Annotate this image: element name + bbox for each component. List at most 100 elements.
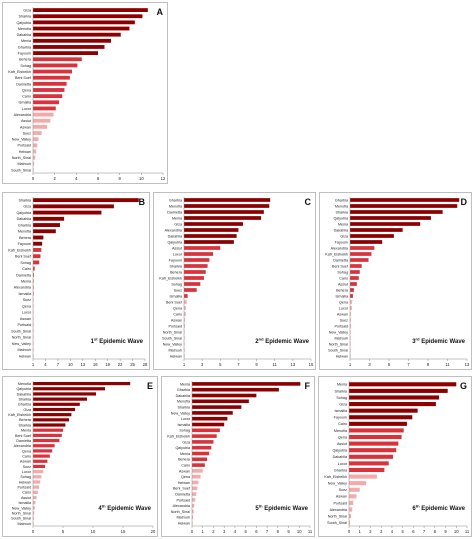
bar <box>33 124 48 129</box>
category-label: Aswan <box>20 317 31 321</box>
category-label: Menofia <box>18 230 32 234</box>
bar <box>33 407 75 412</box>
category-label: South_Sinai <box>162 336 182 340</box>
category-label: Suez <box>23 131 32 135</box>
panel-letter: C <box>305 197 312 207</box>
bar <box>349 428 404 433</box>
bar <box>33 272 34 277</box>
category-label: Gharbia <box>18 223 32 227</box>
category-label: Damietta <box>167 210 183 214</box>
category-label: Assiut <box>21 496 31 500</box>
category-label: Fayoum <box>334 416 347 420</box>
bar <box>33 413 72 417</box>
x-tick-label: 1 <box>183 362 186 367</box>
category-label: Ismailia <box>335 409 348 413</box>
bar <box>350 198 460 202</box>
bar <box>349 415 413 420</box>
bar <box>184 276 204 280</box>
bar <box>192 416 228 421</box>
chart-svg-g: Menia Sharkia Sohag Giza Ismailia Fayoum Cairo… <box>324 381 470 534</box>
wave-title-ordinal: rd <box>416 337 421 342</box>
wave-title-number: 6 <box>412 506 416 512</box>
bar <box>33 198 139 203</box>
bar <box>350 246 375 250</box>
bar <box>33 402 80 406</box>
bar <box>350 318 351 322</box>
bar <box>33 433 62 437</box>
x-tick-label: 1 <box>359 529 362 534</box>
bar <box>33 521 34 526</box>
bar <box>33 423 66 427</box>
category-label: South_Sinai <box>327 521 347 525</box>
category-label: Cairo <box>181 464 190 468</box>
category-label: Helwan <box>19 354 31 358</box>
category-label: Cairo <box>22 95 31 99</box>
category-label: Menia <box>21 280 32 284</box>
x-tick-label: 11 <box>308 529 313 534</box>
bar <box>33 285 34 290</box>
category-label: South_Sinai <box>11 168 31 172</box>
bar <box>33 210 102 215</box>
bar <box>349 448 397 453</box>
x-tick-label: 12 <box>161 176 166 181</box>
x-tick-label: 0 <box>32 529 35 534</box>
bar <box>184 324 185 328</box>
category-label: Gharbia <box>334 468 348 472</box>
x-tick-label: 1 <box>202 529 205 534</box>
bar <box>184 258 210 262</box>
wave-title-number: 3 <box>412 339 416 345</box>
category-label: Ismailia <box>170 294 183 298</box>
bar <box>192 474 201 479</box>
category-label: Kafr_Elsheikh <box>324 475 347 479</box>
bar <box>349 395 440 400</box>
category-label: New_Valley <box>171 411 190 415</box>
category-label: Qalyubia <box>16 387 32 391</box>
x-tick-label: 13 <box>465 362 470 367</box>
wave-title-ordinal: th <box>416 504 420 509</box>
category-label: Beni_Suef <box>173 487 191 491</box>
category-label: Dakahlia <box>17 392 32 396</box>
bar <box>184 240 234 244</box>
bar <box>33 75 70 80</box>
chart-svg-e: MenofiaQalyubiaDakahliaSharkiaGharbiaGiz… <box>8 381 156 534</box>
category-label: Kafr_Elsheikh <box>8 248 31 252</box>
x-tick-label: 5 <box>401 529 404 534</box>
category-label: North_Sinai <box>12 511 31 515</box>
bar <box>33 304 34 308</box>
bar <box>350 234 394 238</box>
category-label: Menofia <box>334 429 348 433</box>
category-label: Behera <box>170 270 183 274</box>
bar <box>33 161 35 166</box>
bar <box>33 94 63 99</box>
category-label: Dakahlia <box>176 394 191 398</box>
bar <box>184 300 187 304</box>
category-label: Suez <box>174 288 183 292</box>
category-label: Fayoum <box>169 258 182 262</box>
category-label: Alexandria <box>14 444 32 448</box>
wave-title-ordinal: nd <box>259 337 264 342</box>
bar <box>33 454 50 458</box>
category-label: Dakahlia <box>17 217 32 221</box>
x-tick-label: 7 <box>423 529 426 534</box>
wave-title-ordinal: th <box>259 504 263 509</box>
bar <box>33 516 34 520</box>
category-label: Sharkia <box>334 389 347 393</box>
wave-title-number: 4 <box>98 506 102 512</box>
bar <box>350 288 354 292</box>
category-label: Menia <box>338 222 349 226</box>
panel-letter: F <box>305 381 311 391</box>
bar <box>350 252 372 256</box>
bar <box>350 324 351 328</box>
category-label: Giza <box>23 8 32 12</box>
wave-title: 1st Epidemic Wave <box>91 337 144 346</box>
panel-letter: D <box>461 197 468 207</box>
bar <box>33 279 34 284</box>
x-tick-label: 6 <box>255 529 258 534</box>
x-tick-label: 0 <box>348 529 351 534</box>
bar <box>184 348 185 352</box>
bar <box>350 276 359 280</box>
category-label: North_Sinai <box>12 156 31 160</box>
x-tick-label: 11 <box>445 362 450 367</box>
bar <box>33 495 37 500</box>
bar <box>350 228 403 232</box>
